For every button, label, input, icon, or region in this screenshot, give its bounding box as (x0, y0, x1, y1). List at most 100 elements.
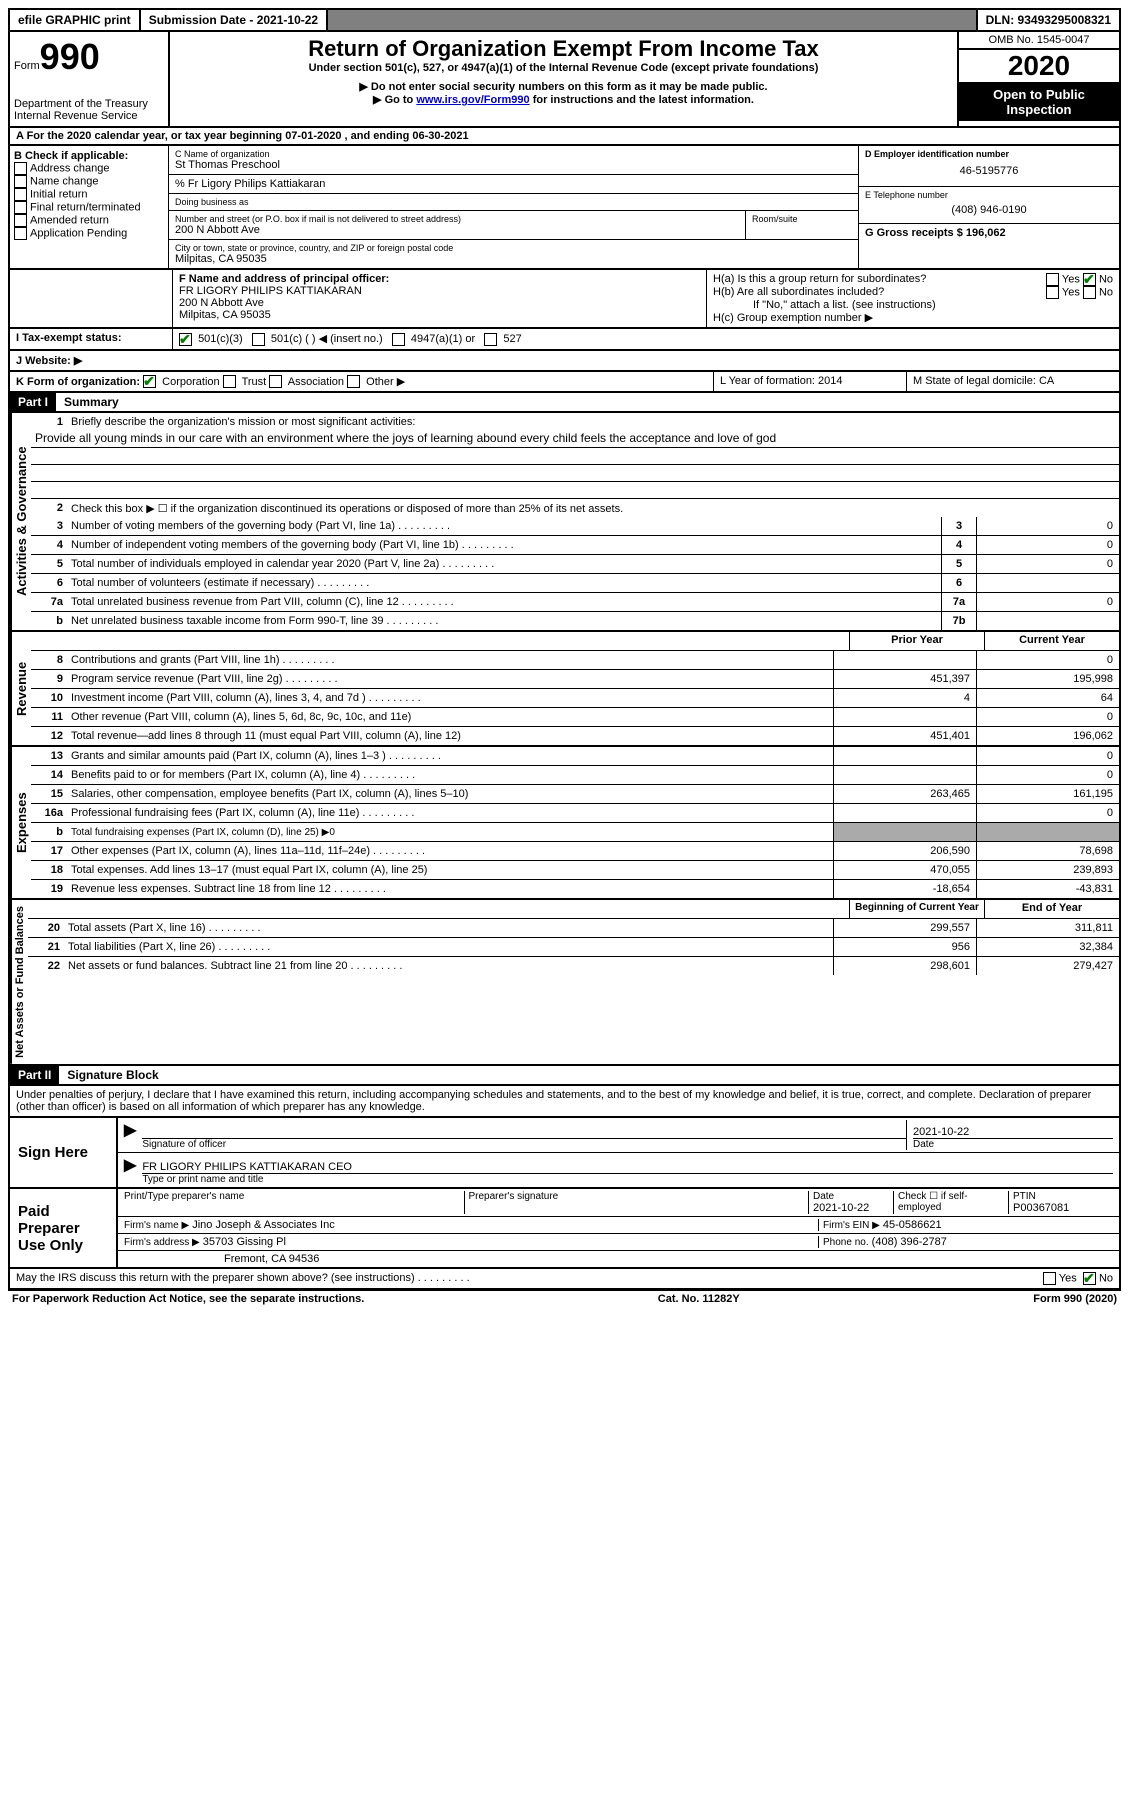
e16b-prior (833, 823, 976, 841)
g4-desc: Number of independent voting members of … (67, 537, 941, 553)
check-501c[interactable] (252, 333, 265, 346)
e15-desc: Salaries, other compensation, employee b… (67, 786, 833, 802)
check-name-change[interactable] (14, 175, 27, 188)
officer-addr1: 200 N Abbott Ave (179, 297, 700, 309)
firm-ein-cell: Firm's EIN ▶ 45-0586621 (818, 1219, 1113, 1231)
section-f: F Name and address of principal officer:… (173, 270, 707, 327)
e16a-curr: 0 (976, 804, 1119, 822)
e16b-desc: Total fundraising expenses (Part IX, col… (67, 825, 833, 840)
mission-blank1 (31, 448, 1119, 465)
n22-num: 22 (28, 958, 64, 974)
ha-yes[interactable] (1046, 273, 1059, 286)
g3-num: 3 (31, 518, 67, 534)
e15-num: 15 (31, 786, 67, 802)
ha-no[interactable] (1083, 273, 1096, 286)
website-label: J Website: ▶ (10, 351, 88, 370)
g6-val (976, 574, 1119, 592)
g6-num: 6 (31, 575, 67, 591)
check-527[interactable] (484, 333, 497, 346)
discuss-row: May the IRS discuss this return with the… (8, 1269, 1121, 1290)
g7a-val: 0 (976, 593, 1119, 611)
r8-num: 8 (31, 652, 67, 668)
room-label: Room/suite (746, 211, 858, 239)
check-other[interactable] (347, 375, 360, 388)
mission-text: Provide all young minds in our care with… (31, 431, 1119, 448)
e16b-curr (976, 823, 1119, 841)
n21-begin: 956 (833, 938, 976, 956)
g5-box: 5 (941, 555, 976, 573)
check-501c3[interactable] (179, 333, 192, 346)
form-subtitle: Under section 501(c), 527, or 4947(a)(1)… (174, 62, 953, 74)
check-association[interactable] (269, 375, 282, 388)
part1-bar: Part I Summary (8, 393, 1121, 413)
preparer-body: Print/Type preparer's name Preparer's si… (118, 1189, 1119, 1267)
opt-final-return: Final return/terminated (30, 201, 141, 213)
r11-num: 11 (31, 709, 67, 725)
q2: Check this box ▶ ☐ if the organization d… (67, 500, 1119, 517)
e17-prior: 206,590 (833, 842, 976, 860)
form990-link[interactable]: www.irs.gov/Form990 (416, 94, 529, 106)
form-header: Form990 Department of the Treasury Inter… (8, 32, 1121, 128)
e19-num: 19 (31, 881, 67, 897)
efile-label[interactable]: efile GRAPHIC print (10, 10, 141, 30)
city-cell: City or town, state or province, country… (169, 240, 858, 268)
opt-other: Other ▶ (366, 376, 405, 388)
g5-val: 0 (976, 555, 1119, 573)
e16b-num: b (31, 824, 67, 840)
e19-curr: -43,831 (976, 880, 1119, 898)
header-center: Return of Organization Exempt From Incom… (170, 32, 957, 126)
header-right: OMB No. 1545-0047 2020 Open to Public In… (957, 32, 1119, 126)
e15-prior: 263,465 (833, 785, 976, 803)
sign-date: 2021-10-22 (913, 1126, 1113, 1138)
n21-end: 32,384 (976, 938, 1119, 956)
discuss-yes[interactable] (1043, 1272, 1056, 1285)
hb-yes[interactable] (1046, 286, 1059, 299)
e16a-prior (833, 804, 976, 822)
r12-num: 12 (31, 728, 67, 744)
g7a-box: 7a (941, 593, 976, 611)
e17-desc: Other expenses (Part IX, column (A), lin… (67, 843, 833, 859)
note2-post: for instructions and the latest informat… (530, 94, 754, 106)
line2-num: 2 (31, 500, 67, 516)
hb-no-label: No (1099, 286, 1113, 298)
n22-desc: Net assets or fund balances. Subtract li… (64, 958, 833, 974)
firm-phone: (408) 396-2787 (872, 1236, 947, 1248)
check-amended-return[interactable] (14, 214, 27, 227)
discuss-question: May the IRS discuss this return with the… (10, 1269, 1037, 1288)
net-assets-body: Beginning of Current YearEnd of Year 20T… (28, 900, 1119, 1064)
firm-addr1: 35703 Gissing Pl (203, 1236, 286, 1248)
r9-num: 9 (31, 671, 67, 687)
public-inspection: Open to Public Inspection (959, 83, 1119, 121)
check-trust[interactable] (223, 375, 236, 388)
r9-curr: 195,998 (976, 670, 1119, 688)
org-name-cell: C Name of organization St Thomas Prescho… (169, 146, 858, 175)
department: Department of the Treasury Internal Reve… (14, 98, 164, 122)
declaration: Under penalties of perjury, I declare th… (8, 1086, 1121, 1118)
g4-num: 4 (31, 537, 67, 553)
opt-4947: 4947(a)(1) or (411, 333, 475, 345)
opt-501c3: 501(c)(3) (198, 333, 243, 345)
footer-right: Form 990 (2020) (1033, 1293, 1117, 1305)
address-cell: Number and street (or P.O. box if mail i… (169, 211, 746, 239)
check-address-change[interactable] (14, 162, 27, 175)
e13-num: 13 (31, 748, 67, 764)
check-4947[interactable] (392, 333, 405, 346)
check-application-pending[interactable] (14, 227, 27, 240)
addr-label: Number and street (or P.O. box if mail i… (175, 214, 739, 224)
section-m: M State of legal domicile: CA (907, 372, 1119, 392)
hb-no[interactable] (1083, 286, 1096, 299)
check-final-return[interactable] (14, 201, 27, 214)
prep-check-label: Check ☐ if self-employed (893, 1191, 1008, 1214)
e17-curr: 78,698 (976, 842, 1119, 860)
discuss-no[interactable] (1083, 1272, 1096, 1285)
check-corporation[interactable] (143, 375, 156, 388)
check-initial-return[interactable] (14, 188, 27, 201)
row-a-tax-year: A For the 2020 calendar year, or tax yea… (8, 128, 1121, 146)
g7b-val (976, 612, 1119, 630)
tax-year: 2020 (959, 49, 1119, 83)
e18-prior: 470,055 (833, 861, 976, 879)
n20-end: 311,811 (976, 919, 1119, 937)
expenses-body: 13Grants and similar amounts paid (Part … (31, 747, 1119, 898)
hb-note: If "No," attach a list. (see instruction… (713, 299, 1113, 311)
r10-num: 10 (31, 690, 67, 706)
